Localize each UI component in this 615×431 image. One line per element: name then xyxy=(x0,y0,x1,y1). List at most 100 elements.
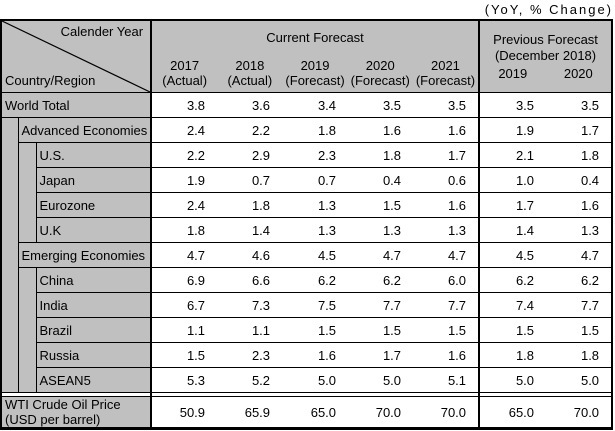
yoy-change-note: (YoY, % Change) xyxy=(484,2,613,17)
indent-strip xyxy=(18,267,37,393)
country-region-label: Country/Region xyxy=(5,73,96,88)
year-label: 2021 xyxy=(430,58,460,73)
row-label: Russia xyxy=(36,342,153,368)
value-cell: 1.8 xyxy=(282,117,349,143)
table-row: Japan 1.9 0.7 0.7 0.4 0.6 1.0 0.4 xyxy=(1,167,613,193)
year-label: 2017 xyxy=(170,58,200,73)
table-row: Russia 1.5 2.3 1.6 1.7 1.6 1.8 1.8 xyxy=(1,342,613,368)
value-cell: 1.3 xyxy=(348,217,414,243)
value-cell: 1.8 xyxy=(348,142,414,168)
previous-forecast-title: Previous Forecast (December 2018) xyxy=(480,30,611,64)
value-cell: 4.6 xyxy=(217,242,283,268)
current-year-column-header: 2019 (Forecast) xyxy=(282,58,347,88)
row-label: Eurozone xyxy=(36,192,153,218)
value-cell: 2.2 xyxy=(151,142,218,168)
value-cell: 1.5 xyxy=(413,317,481,343)
wti-value-cell: 65.0 xyxy=(282,396,349,429)
prev-value-cell: 7.7 xyxy=(546,292,613,318)
year-kind-label: (Forecast) xyxy=(350,73,410,88)
value-cell: 1.6 xyxy=(413,192,481,218)
current-forecast-header-cell: Current Forecast 2017 (Actual) 2018 (Actual… xyxy=(151,20,481,93)
prev-value-cell: 1.7 xyxy=(479,192,547,218)
diagonal-divider xyxy=(2,21,150,92)
value-cell: 1.7 xyxy=(348,342,414,368)
previous-year-column-header: 2020 xyxy=(563,66,593,81)
prev-value-cell: 1.5 xyxy=(546,317,613,343)
value-cell: 0.7 xyxy=(217,167,283,193)
value-cell: 3.5 xyxy=(348,92,414,118)
previous-forecast-years: 2019 2020 xyxy=(480,66,611,88)
calendar-year-label: Calender Year xyxy=(60,24,144,39)
value-cell: 4.7 xyxy=(151,242,218,268)
wti-row-label: WTI Crude Oil Price (USD per barrel) xyxy=(1,396,153,429)
year-label: 2020 xyxy=(365,58,395,73)
table-body: Calender Year Country/Region Current For… xyxy=(1,20,613,429)
previous-forecast-title-line2: (December 2018) xyxy=(494,48,597,63)
row-label: U.K xyxy=(36,217,153,243)
value-cell: 1.6 xyxy=(413,342,481,368)
value-cell: 2.4 xyxy=(151,192,218,218)
year-label: 2019 xyxy=(300,58,330,73)
indent-strip xyxy=(18,142,37,243)
row-label: Advanced Economies xyxy=(18,117,153,143)
prev-value-cell: 1.3 xyxy=(546,217,613,243)
value-cell: 4.5 xyxy=(282,242,349,268)
current-forecast-years: 2017 (Actual) 2018 (Actual) 2019 (Forecast) 20… xyxy=(152,58,477,88)
value-cell: 1.5 xyxy=(282,317,349,343)
prev-value-cell: 5.0 xyxy=(479,367,547,393)
prev-value-cell: 4.5 xyxy=(479,242,547,268)
previous-forecast-header-cell: Previous Forecast (December 2018) 2019 20… xyxy=(479,20,613,93)
row-label: World Total xyxy=(1,92,153,118)
prev-value-cell: 6.2 xyxy=(546,267,613,293)
value-cell: 5.1 xyxy=(413,367,481,393)
value-cell: 2.2 xyxy=(217,117,283,143)
value-cell: 6.9 xyxy=(151,267,218,293)
row-label: Emerging Economies xyxy=(18,242,153,268)
previous-year-column-header: 2019 xyxy=(498,66,528,81)
value-cell: 1.7 xyxy=(413,142,481,168)
table-row: ASEAN5 5.3 5.2 5.0 5.0 5.1 5.0 5.0 xyxy=(1,367,613,393)
row-label: U.S. xyxy=(36,142,153,168)
value-cell: 1.8 xyxy=(217,192,283,218)
wti-label-line1: WTI Crude Oil Price xyxy=(5,397,121,413)
year-kind-label: (Forecast) xyxy=(285,73,345,88)
value-cell: 1.3 xyxy=(282,192,349,218)
value-cell: 1.8 xyxy=(151,217,218,243)
prev-value-cell: 1.6 xyxy=(546,192,613,218)
value-cell: 3.6 xyxy=(217,92,283,118)
prev-value-cell: 0.4 xyxy=(546,167,613,193)
value-cell: 1.5 xyxy=(348,192,414,218)
current-year-column-header: 2017 (Actual) xyxy=(152,58,217,88)
value-cell: 1.6 xyxy=(348,117,414,143)
wti-prev-value-cell: 70.0 xyxy=(546,396,613,429)
table-row: Brazil 1.1 1.1 1.5 1.5 1.5 1.5 1.5 xyxy=(1,317,613,343)
wti-value-cell: 70.0 xyxy=(348,396,414,429)
value-cell: 3.4 xyxy=(282,92,349,118)
prev-value-cell: 1.0 xyxy=(479,167,547,193)
table-row: Emerging Economies 4.7 4.6 4.5 4.7 4.7 4.5 4.7 xyxy=(1,242,613,268)
table-row: China 6.9 6.6 6.2 6.2 6.0 6.2 6.2 xyxy=(1,267,613,393)
value-cell: 7.3 xyxy=(217,292,283,318)
value-cell: 1.5 xyxy=(151,342,218,368)
table-row: U.K 1.8 1.4 1.3 1.3 1.3 1.4 1.3 xyxy=(1,217,613,243)
value-cell: 7.7 xyxy=(413,292,481,318)
value-cell: 6.0 xyxy=(413,267,481,293)
value-cell: 1.3 xyxy=(282,217,349,243)
value-cell: 5.3 xyxy=(151,367,218,393)
prev-value-cell: 5.0 xyxy=(546,367,613,393)
wti-label-line2: (USD per barrel) xyxy=(5,412,101,427)
value-cell: 0.7 xyxy=(282,167,349,193)
current-year-column-header: 2018 (Actual) xyxy=(217,58,282,88)
previous-forecast-title-line1: Previous Forecast xyxy=(493,32,598,47)
row-label: ASEAN5 xyxy=(36,367,153,393)
value-cell: 2.3 xyxy=(282,142,349,168)
prev-value-cell: 1.8 xyxy=(546,142,613,168)
value-cell: 1.6 xyxy=(413,117,481,143)
wti-value-cell: 65.9 xyxy=(217,396,283,429)
prev-value-cell: 1.5 xyxy=(479,317,547,343)
value-cell: 4.7 xyxy=(413,242,481,268)
wti-crude-oil-row: WTI Crude Oil Price (USD per barrel) 50.9 6… xyxy=(1,396,613,429)
value-cell: 2.9 xyxy=(217,142,283,168)
table-row: Advanced Economies 2.4 2.2 1.8 1.6 1.6 1.9 1.7 xyxy=(1,117,613,393)
value-cell: 1.4 xyxy=(217,217,283,243)
